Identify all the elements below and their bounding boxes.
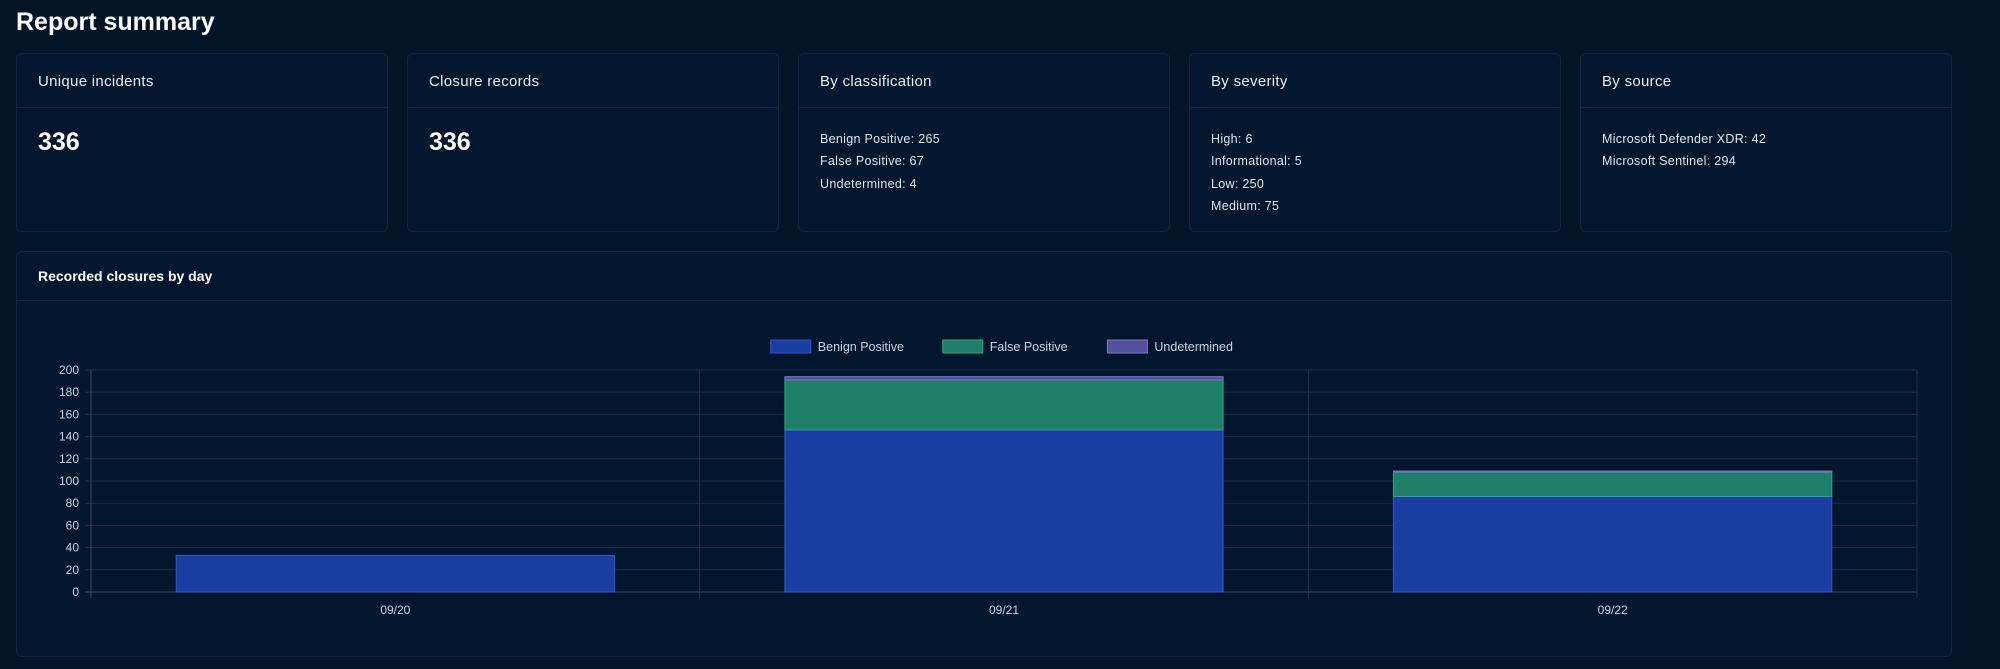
bar-false-positive — [784, 379, 1224, 431]
card-title: By source — [1581, 54, 1951, 108]
card-by-severity: By severity High: 6 Informational: 5 Low… — [1189, 53, 1561, 232]
y-tick-label: 200 — [59, 363, 79, 377]
card-unique-incidents: Unique incidents 336 — [16, 53, 388, 232]
y-tick-label: 120 — [59, 452, 79, 466]
card-list: Benign Positive: 265 False Positive: 67 … — [799, 108, 1169, 195]
card-list: Microsoft Defender XDR: 42 Microsoft Sen… — [1581, 108, 1951, 173]
bar-false-positive — [1393, 471, 1833, 498]
legend-label: Benign Positive — [818, 340, 904, 354]
chart-title: Recorded closures by day — [17, 252, 1951, 301]
y-tick-label: 40 — [66, 541, 80, 555]
list-item: High: 6 — [1211, 132, 1253, 146]
card-title: By classification — [799, 54, 1169, 108]
summary-cards: Unique incidents 336 Closure records 336… — [16, 53, 1952, 234]
closures-bar-chart: 0 20 40 60 80 100 120 140 160 180 200 09/20 09/21 09/… — [59, 339, 1918, 617]
card-title: By severity — [1190, 54, 1560, 108]
list-item: Microsoft Sentinel: 294 — [1602, 154, 1737, 169]
page-title: Report summary — [16, 8, 215, 36]
card-value: 336 — [429, 128, 471, 156]
list-item: Low: 250 — [1211, 176, 1265, 191]
bar-benign-positive — [784, 429, 1224, 593]
y-tick-label: 0 — [72, 585, 79, 599]
y-tick-label: 160 — [59, 407, 79, 421]
list-item: Undetermined: 4 — [820, 176, 917, 191]
y-tick-label: 20 — [66, 563, 80, 577]
y-tick-label: 180 — [59, 385, 79, 399]
list-item: Microsoft Defender XDR: 42 — [1602, 132, 1767, 146]
x-tick-label: 09/20 — [380, 603, 410, 617]
bar-undetermined — [784, 376, 1224, 381]
bar-benign-positive — [1393, 496, 1833, 593]
legend-label: False Positive — [990, 340, 1068, 354]
card-value: 336 — [38, 128, 80, 156]
card-list: High: 6 Informational: 5 Low: 250 Medium… — [1190, 108, 1560, 217]
y-tick-label: 100 — [59, 474, 79, 488]
legend-label: Undetermined — [1154, 340, 1233, 354]
bar-undetermined — [1393, 470, 1833, 473]
card-title: Unique incidents — [17, 54, 387, 108]
legend-swatch — [942, 339, 984, 354]
y-tick-label: 80 — [66, 496, 80, 510]
bar-benign-positive — [175, 554, 615, 593]
list-item: Benign Positive: 265 — [820, 132, 940, 146]
y-tick-label: 140 — [59, 430, 79, 444]
closures-chart-panel: Recorded closures by day 0 20 40 60 80 100 120… — [16, 251, 1952, 657]
list-item: Informational: 5 — [1211, 154, 1302, 169]
card-by-classification: By classification Benign Positive: 265 F… — [798, 53, 1170, 232]
x-tick-label: 09/22 — [1598, 603, 1628, 617]
card-closure-records: Closure records 336 — [407, 53, 779, 232]
card-title: Closure records — [408, 54, 778, 108]
y-tick-label: 60 — [66, 518, 80, 532]
legend-swatch — [1106, 339, 1148, 354]
x-tick-label: 09/21 — [989, 603, 1019, 617]
card-by-source: By source Microsoft Defender XDR: 42 Mic… — [1580, 53, 1952, 232]
legend-swatch — [770, 339, 812, 354]
list-item: False Positive: 67 — [820, 154, 925, 169]
list-item: Medium: 75 — [1211, 198, 1280, 213]
